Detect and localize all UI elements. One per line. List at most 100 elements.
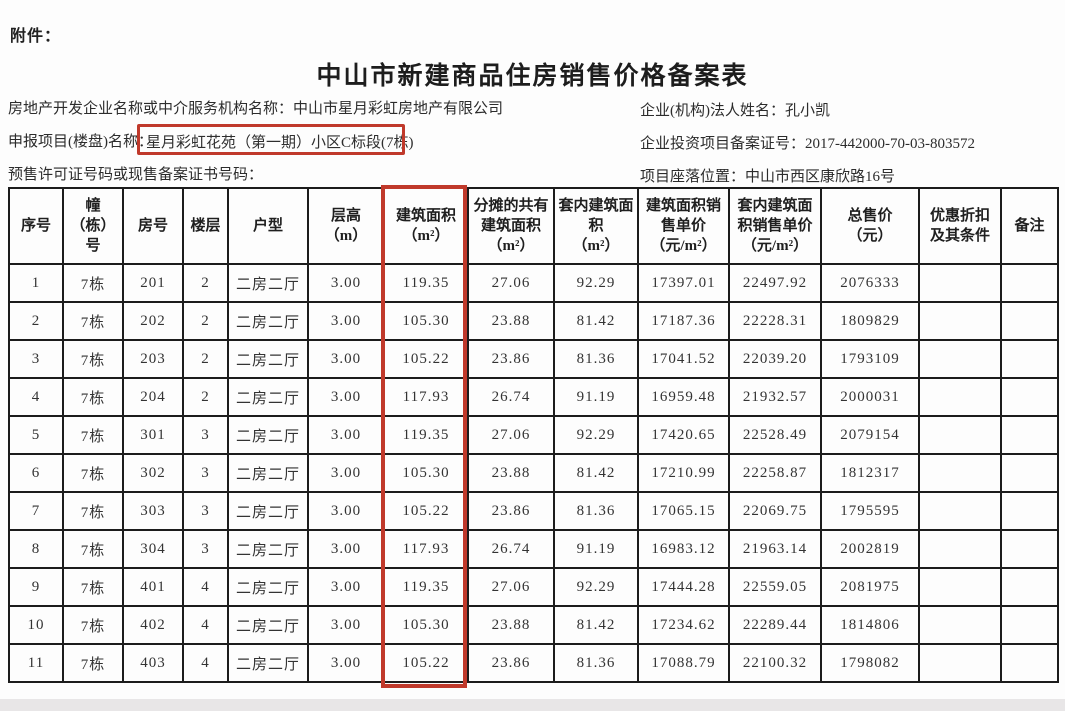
price-record-table: 序号 幢 （栋） 号 房号 楼层 户型 层高 （m） 建筑面积 （m²） 分摊的…: [8, 187, 1059, 683]
table-cell: 二房二厅: [227, 643, 309, 683]
table-cell: 9: [8, 567, 64, 607]
table-cell: 117.93: [383, 377, 469, 417]
table-cell: 11: [8, 643, 64, 683]
table-cell: 2002819: [820, 529, 920, 569]
table-cell: 27.06: [467, 263, 555, 303]
table-cell: 22258.87: [728, 453, 822, 493]
table-cell: 201: [122, 263, 184, 303]
table-cell: 3.00: [307, 491, 385, 531]
table-cell: 27.06: [467, 567, 555, 607]
table-cell: 203: [122, 339, 184, 379]
project-name-line: 申报项目(楼盘)名称：: [8, 130, 153, 151]
table-cell: 6: [8, 453, 64, 493]
table-cell: 17420.65: [637, 415, 730, 455]
header-floor: 楼层: [182, 187, 229, 265]
table-cell: 2: [182, 339, 229, 379]
table-cell: 3.00: [307, 301, 385, 341]
table-cell: 二房二厅: [227, 301, 309, 341]
table-cell: 22100.32: [728, 643, 822, 683]
table-cell: [918, 453, 1002, 493]
table-cell: 81.36: [553, 339, 639, 379]
table-cell: 3.00: [307, 605, 385, 645]
table-cell: 81.42: [553, 453, 639, 493]
header-shared-area: 分摊的共有 建筑面积 （m²）: [467, 187, 555, 265]
header-interior-area: 套内建筑面 积 （m²）: [553, 187, 639, 265]
table-cell: 105.22: [383, 339, 469, 379]
table-cell: 22039.20: [728, 339, 822, 379]
table-cell: 105.30: [383, 453, 469, 493]
table-cell: 7栋: [62, 377, 124, 417]
table-cell: 22497.92: [728, 263, 822, 303]
table-cell: 3.00: [307, 339, 385, 379]
table-cell: 303: [122, 491, 184, 531]
page-title: 中山市新建商品住房销售价格备案表: [316, 63, 749, 90]
table-cell: 81.42: [553, 605, 639, 645]
table-cell: 23.86: [467, 339, 555, 379]
table-cell: 22289.44: [728, 605, 822, 645]
table-cell: 二房二厅: [227, 339, 309, 379]
table-cell: 二房二厅: [227, 567, 309, 607]
table-cell: 92.29: [553, 415, 639, 455]
investment-cert-value: 2017-442000-70-03-803572: [805, 136, 975, 152]
table-cell: 7栋: [62, 339, 124, 379]
table-cell: 119.35: [383, 415, 469, 455]
table-cell: 3.00: [307, 263, 385, 303]
table-row: 6 7栋 302 3 二房二厅 3.00 105.30 23.88 81.42 17210.99 2…: [8, 453, 1059, 493]
table-cell: 3.00: [307, 415, 385, 455]
table-row: 7 7栋 303 3 二房二厅 3.00 105.22 23.86 81.36 17065.15 2…: [8, 491, 1059, 531]
table-cell: 3: [8, 339, 64, 379]
table-cell: [1000, 567, 1059, 607]
table-row: 1 7栋 201 2 二房二厅 3.00 119.35 27.06 92.29 17397.01 2…: [8, 263, 1059, 303]
header-building-no: 幢 （栋） 号: [62, 187, 124, 265]
table-header-row: 序号 幢 （栋） 号 房号 楼层 户型 层高 （m） 建筑面积 （m²） 分摊的…: [8, 187, 1059, 265]
table-cell: [1000, 339, 1059, 379]
table-cell: [918, 263, 1002, 303]
table-cell: 26.74: [467, 377, 555, 417]
table-cell: 91.19: [553, 377, 639, 417]
table-cell: 17088.79: [637, 643, 730, 683]
table-row: 10 7栋 402 4 二房二厅 3.00 105.30 23.88 81.42 17234.62…: [8, 605, 1059, 645]
table-cell: 3: [182, 529, 229, 569]
table-cell: 7栋: [62, 301, 124, 341]
table-cell: 17041.52: [637, 339, 730, 379]
table-cell: [918, 415, 1002, 455]
table-cell: 26.74: [467, 529, 555, 569]
table-cell: 二房二厅: [227, 605, 309, 645]
project-location-value: 中山市西区康欣路16号: [745, 169, 896, 185]
table-cell: 302: [122, 453, 184, 493]
header-total-price: 总售价 （元）: [820, 187, 920, 265]
table-cell: 3.00: [307, 453, 385, 493]
table-cell: 二房二厅: [227, 377, 309, 417]
table-cell: 304: [122, 529, 184, 569]
table-cell: 17397.01: [637, 263, 730, 303]
table-cell: 1793109: [820, 339, 920, 379]
table-cell: 17065.15: [637, 491, 730, 531]
table-cell: 23.86: [467, 643, 555, 683]
table-cell: 105.22: [383, 491, 469, 531]
table-cell: 2000031: [820, 377, 920, 417]
table-cell: 22069.75: [728, 491, 822, 531]
table-cell: [918, 377, 1002, 417]
investment-cert-line: 企业投资项目备案证号：2017-442000-70-03-803572: [640, 132, 975, 153]
table-cell: [1000, 263, 1059, 303]
table-cell: [1000, 643, 1059, 683]
table-cell: 二房二厅: [227, 415, 309, 455]
table-cell: 22228.31: [728, 301, 822, 341]
table-cell: 16983.12: [637, 529, 730, 569]
table-cell: 22559.05: [728, 567, 822, 607]
table-cell: 105.30: [383, 301, 469, 341]
table-cell: 1798082: [820, 643, 920, 683]
table-cell: 3.00: [307, 643, 385, 683]
table-cell: 1: [8, 263, 64, 303]
table-row: 11 7栋 403 4 二房二厅 3.00 105.22 23.86 81.36 17088.79…: [8, 643, 1059, 683]
header-unit-price-interior: 套内建筑面 积销售单价 （元/m²）: [728, 187, 822, 265]
table-cell: 23.86: [467, 491, 555, 531]
table-cell: 17234.62: [637, 605, 730, 645]
table-cell: 204: [122, 377, 184, 417]
table-cell: 16959.48: [637, 377, 730, 417]
project-location-line: 项目座落位置：中山市西区康欣路16号: [640, 165, 895, 186]
table-cell: 3: [182, 415, 229, 455]
table-cell: 8: [8, 529, 64, 569]
table-cell: 4: [8, 377, 64, 417]
